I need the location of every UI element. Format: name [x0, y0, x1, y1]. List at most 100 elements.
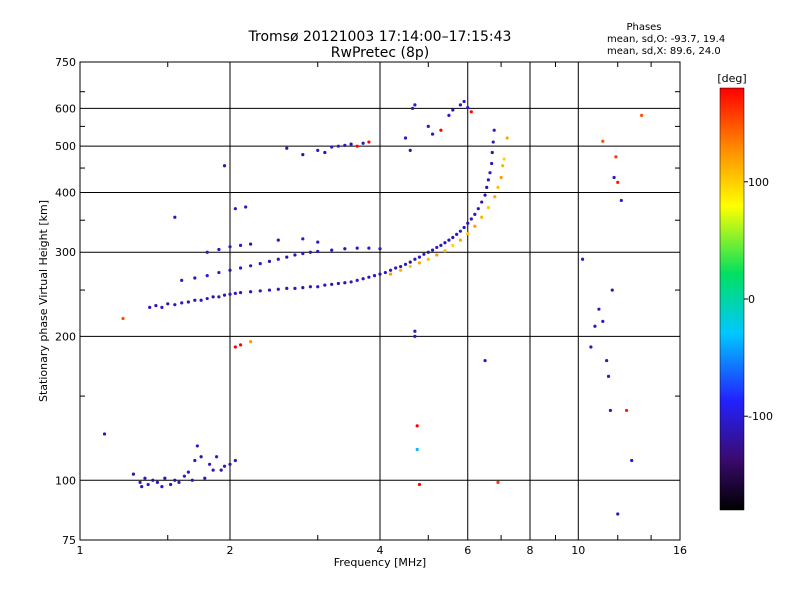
echo-point [190, 478, 194, 482]
x-tick-label: 2 [227, 544, 234, 557]
echo-point [490, 150, 494, 155]
echo-point [285, 146, 289, 150]
grid-lines [80, 62, 680, 540]
echo-point [367, 275, 371, 279]
echo-point [458, 103, 463, 107]
echo-point [486, 205, 490, 210]
echo-point [630, 458, 634, 463]
echo-point [601, 139, 605, 143]
echo-point [469, 217, 473, 221]
echo-point [228, 268, 232, 272]
x-tick-label: 6 [464, 544, 471, 557]
echo-point [193, 276, 197, 280]
echo-point [349, 142, 353, 146]
x-tick-label: 8 [527, 544, 534, 557]
echo-point [451, 235, 455, 240]
echo-point [493, 195, 497, 199]
echo-point [439, 128, 443, 132]
echo-point [249, 242, 253, 246]
echo-point [217, 295, 221, 299]
echo-point [469, 110, 473, 114]
echo-point [399, 264, 403, 269]
echo-point [316, 148, 320, 152]
echo-point [451, 108, 455, 112]
echo-point [462, 225, 466, 230]
echo-point [601, 319, 605, 323]
echo-point [276, 257, 280, 261]
stats-line-x: mean, sd,X: 89.6, 24.0 [607, 46, 721, 57]
echo-point [199, 298, 203, 302]
echo-point [343, 143, 347, 147]
echo-point [394, 266, 398, 270]
colorbar [719, 87, 745, 511]
echo-point [207, 462, 212, 466]
echo-point [426, 250, 430, 254]
stats-title: Phases [626, 22, 661, 33]
echo-point [169, 482, 173, 487]
y-tick-label: 200 [55, 330, 76, 343]
echo-point [480, 200, 484, 204]
echo-point [426, 124, 430, 128]
echo-point [426, 257, 430, 261]
echo-point [323, 150, 327, 155]
echo-point [408, 264, 412, 269]
echo-point [205, 274, 209, 278]
echo-point [361, 141, 365, 145]
colorbar-ticks: 100 0 -100 [744, 176, 773, 423]
echo-point [193, 458, 197, 463]
echo-point [222, 164, 227, 168]
echo-point [491, 140, 495, 144]
y-tick-label: 750 [55, 56, 76, 69]
x-tick-label: 10 [571, 544, 585, 557]
echo-point [476, 207, 480, 211]
echo-point [177, 480, 181, 484]
echo-point [186, 470, 190, 474]
echo-point [496, 480, 500, 484]
echo-point [166, 302, 170, 306]
colorbar-tick-label: 100 [748, 176, 769, 189]
echo-point [180, 278, 184, 282]
y-tick-label: 400 [55, 186, 76, 199]
x-tick-label: 16 [673, 544, 687, 557]
echo-point [148, 305, 152, 309]
echo-point [361, 277, 365, 281]
echo-point [372, 274, 377, 278]
echo-point [614, 155, 618, 159]
echo-point [330, 248, 334, 252]
echo-point [154, 303, 158, 308]
stats-line-o: mean, sd,O: -93.7, 19.4 [607, 34, 725, 45]
echo-point [388, 272, 393, 276]
echo-point [439, 243, 443, 248]
echo-point [160, 485, 164, 489]
echo-point [267, 259, 272, 264]
echo-point [186, 300, 190, 304]
echo-point [258, 289, 262, 293]
echo-point [336, 144, 340, 148]
echo-point [238, 266, 243, 270]
echo-point [285, 255, 289, 259]
colorbar-tick-label: -100 [748, 410, 773, 423]
echo-point [612, 175, 616, 180]
x-tick-label: 1 [77, 544, 84, 557]
echo-point [316, 285, 320, 289]
y-tick-label: 300 [55, 246, 76, 259]
echo-point [203, 476, 207, 480]
echo-point [505, 136, 509, 140]
echo-point [451, 243, 455, 248]
echo-point [222, 293, 227, 297]
echo-point [589, 345, 593, 349]
echo-point [182, 474, 186, 478]
echo-point [485, 185, 489, 189]
echo-point [195, 444, 199, 448]
echo-point [403, 136, 408, 140]
echo-point [640, 113, 644, 117]
echo-point [316, 240, 320, 244]
echo-point [443, 241, 447, 245]
axis-ticks: 1 2 4 6 8 10 16 75 100 200 300 400 500 600 750 [55, 56, 687, 557]
echo-point [430, 132, 435, 136]
echo-point [410, 106, 415, 110]
echo-point [143, 476, 147, 480]
echo-point [267, 288, 272, 292]
chart-title: Tromsø 20121003 17:14:00–17:15:43 [248, 29, 512, 45]
